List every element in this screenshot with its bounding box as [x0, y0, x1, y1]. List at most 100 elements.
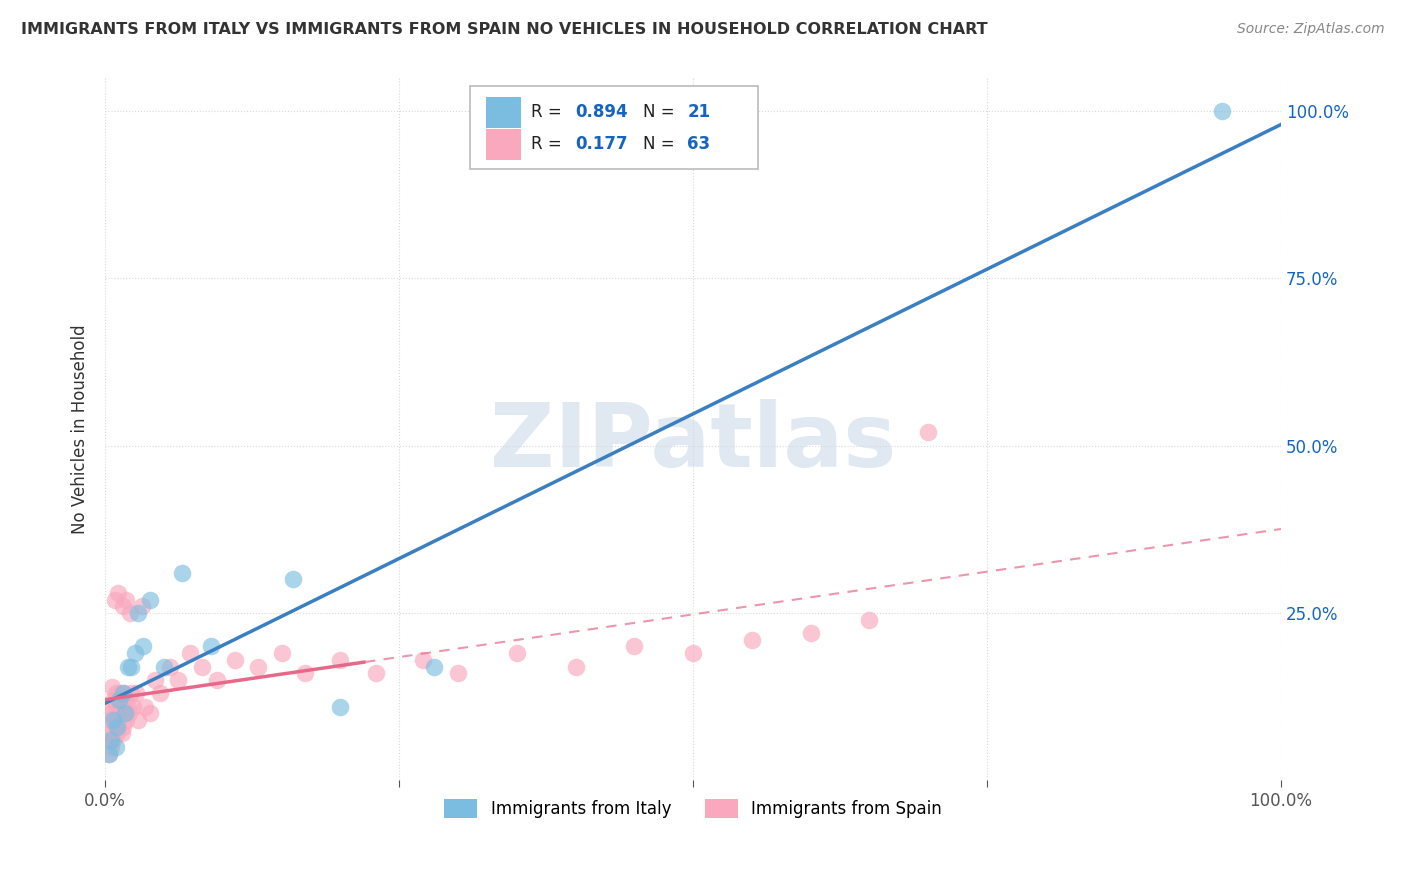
Point: [112, 686, 135, 700]
Text: R =: R =: [531, 103, 567, 121]
FancyBboxPatch shape: [486, 128, 522, 160]
Point: [114, 693, 136, 707]
Point: [139, 706, 162, 721]
Point: [127, 713, 149, 727]
Point: [127, 606, 149, 620]
Point: [100, 739, 122, 754]
Text: 21: 21: [688, 103, 710, 121]
Point: [294, 666, 316, 681]
Point: [329, 653, 352, 667]
Point: [107, 713, 129, 727]
Point: [858, 613, 880, 627]
Point: [107, 586, 129, 600]
Point: [97, 747, 120, 761]
Legend: Immigrants from Italy, Immigrants from Spain: Immigrants from Italy, Immigrants from S…: [437, 793, 949, 825]
Point: [741, 632, 763, 647]
Point: [423, 659, 446, 673]
FancyBboxPatch shape: [470, 86, 758, 169]
Point: [131, 599, 153, 614]
Point: [98, 733, 121, 747]
Point: [122, 699, 145, 714]
Point: [108, 686, 131, 700]
Point: [124, 646, 146, 660]
Point: [153, 659, 176, 673]
Point: [104, 686, 127, 700]
Point: [1211, 103, 1233, 118]
Point: [134, 699, 156, 714]
Point: [117, 699, 139, 714]
Point: [167, 673, 190, 687]
Point: [179, 646, 201, 660]
Point: [101, 726, 124, 740]
Point: [111, 726, 134, 740]
Point: [115, 713, 138, 727]
Point: [170, 566, 193, 580]
Point: [105, 726, 128, 740]
Point: [108, 693, 131, 707]
Point: [447, 666, 470, 681]
Point: [115, 592, 138, 607]
Point: [125, 686, 148, 700]
Y-axis label: No Vehicles in Household: No Vehicles in Household: [72, 324, 89, 533]
Point: [190, 659, 212, 673]
Point: [103, 713, 125, 727]
Point: [159, 659, 181, 673]
Point: [247, 659, 270, 673]
Point: [105, 699, 128, 714]
Point: [114, 706, 136, 721]
Point: [329, 699, 352, 714]
Point: [283, 573, 305, 587]
Point: [111, 599, 134, 614]
Point: [800, 626, 823, 640]
Point: [104, 713, 127, 727]
Point: [103, 693, 125, 707]
Point: [149, 686, 172, 700]
Point: [105, 720, 128, 734]
Text: ZIPatlas: ZIPatlas: [489, 400, 896, 486]
Point: [623, 640, 645, 654]
Point: [111, 686, 134, 700]
Point: [200, 640, 222, 654]
Text: N =: N =: [643, 103, 679, 121]
Text: Source: ZipAtlas.com: Source: ZipAtlas.com: [1237, 22, 1385, 37]
Point: [270, 646, 292, 660]
Point: [101, 680, 124, 694]
Point: [143, 673, 166, 687]
Point: [364, 666, 387, 681]
Point: [205, 673, 228, 687]
Text: 0.177: 0.177: [575, 135, 628, 153]
Point: [224, 653, 246, 667]
Point: [100, 733, 122, 747]
Point: [506, 646, 529, 660]
Point: [103, 733, 125, 747]
Point: [682, 646, 704, 660]
Text: 63: 63: [688, 135, 710, 153]
Point: [564, 659, 586, 673]
Point: [104, 720, 127, 734]
Point: [104, 739, 127, 754]
Point: [412, 653, 434, 667]
Point: [100, 706, 122, 721]
Point: [132, 640, 155, 654]
Point: [139, 592, 162, 607]
Point: [97, 726, 120, 740]
Point: [97, 747, 120, 761]
Point: [98, 699, 121, 714]
Point: [120, 686, 142, 700]
Point: [118, 606, 141, 620]
Text: N =: N =: [643, 135, 679, 153]
Point: [97, 713, 120, 727]
Point: [120, 659, 142, 673]
Point: [917, 425, 939, 440]
Point: [104, 592, 127, 607]
Text: R =: R =: [531, 135, 567, 153]
Point: [110, 699, 132, 714]
Point: [111, 720, 134, 734]
FancyBboxPatch shape: [486, 96, 522, 128]
Point: [108, 706, 131, 721]
Point: [117, 659, 139, 673]
Text: IMMIGRANTS FROM ITALY VS IMMIGRANTS FROM SPAIN NO VEHICLES IN HOUSEHOLD CORRELAT: IMMIGRANTS FROM ITALY VS IMMIGRANTS FROM…: [21, 22, 987, 37]
Text: 0.894: 0.894: [575, 103, 628, 121]
Point: [118, 706, 141, 721]
Point: [112, 706, 135, 721]
